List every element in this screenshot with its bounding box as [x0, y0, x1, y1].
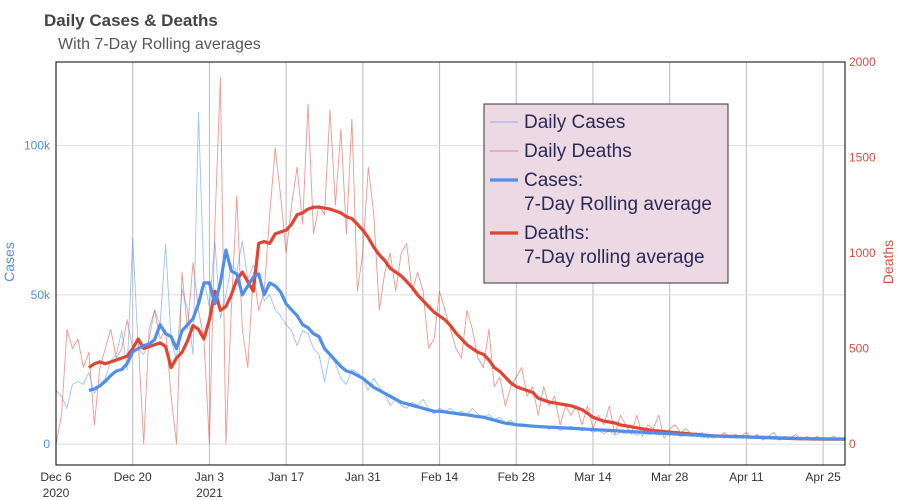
x-tick-label: Mar 14 — [574, 470, 612, 484]
legend-label: Deaths: — [524, 223, 589, 244]
x-tick-label: Apr 11 — [729, 470, 764, 484]
chart-title: Daily Cases & Deaths — [44, 11, 218, 30]
legend-label: Cases: — [524, 170, 583, 191]
x-tick-label: Jan 3 — [195, 470, 225, 484]
legend-box — [483, 103, 729, 284]
legend: Daily Cases Daily Deaths Cases: 7-Day Rolli… — [483, 103, 729, 284]
ticks: Dec 6 2020 Dec 20 Jan 3 2021 Jan 17 Jan 31 Feb … — [24, 55, 876, 500]
y-left-tick-label: 50k — [31, 288, 51, 302]
x-tick-label: Feb 14 — [421, 470, 459, 484]
plot-frame — [55, 61, 846, 466]
y-left-tick-label: 0 — [43, 437, 50, 451]
chart-subtitle: With 7-Day Rolling averages — [58, 36, 261, 53]
legend-label: 7-Day Rolling average — [524, 194, 712, 215]
x-tick-label: Dec 6 — [40, 470, 72, 484]
y-right-tick-label: 0 — [849, 437, 856, 451]
legend-label: 7-Day rolling average — [524, 247, 705, 268]
y-left-tick-label: 100k — [24, 139, 51, 153]
legend-label: Daily Deaths — [524, 141, 632, 162]
grid — [55, 62, 845, 465]
y-right-tick-label: 1500 — [849, 150, 876, 164]
x-tick-year-label: 2020 — [43, 486, 70, 500]
series-layer — [55, 76, 846, 445]
y-right-tick-label: 1000 — [849, 246, 876, 260]
cases-daily-line — [55, 112, 846, 441]
y-right-axis-label: Deaths — [880, 240, 896, 284]
y-right-tick-label: 2000 — [849, 55, 876, 69]
y-right-tick-label: 500 — [849, 341, 869, 355]
x-tick-label: Feb 28 — [498, 470, 536, 484]
x-tick-label: Dec 20 — [114, 470, 152, 484]
cases-rolling-average-line — [88, 248, 845, 441]
x-tick-year-label: 2021 — [196, 486, 223, 500]
x-tick-label: Mar 28 — [651, 470, 689, 484]
x-tick-label: Jan 17 — [268, 470, 304, 484]
x-tick-label: Jan 31 — [345, 470, 381, 484]
legend-label: Daily Cases — [524, 112, 625, 133]
y-left-axis-label: Cases — [1, 242, 17, 282]
x-tick-label: Apr 25 — [805, 470, 841, 484]
